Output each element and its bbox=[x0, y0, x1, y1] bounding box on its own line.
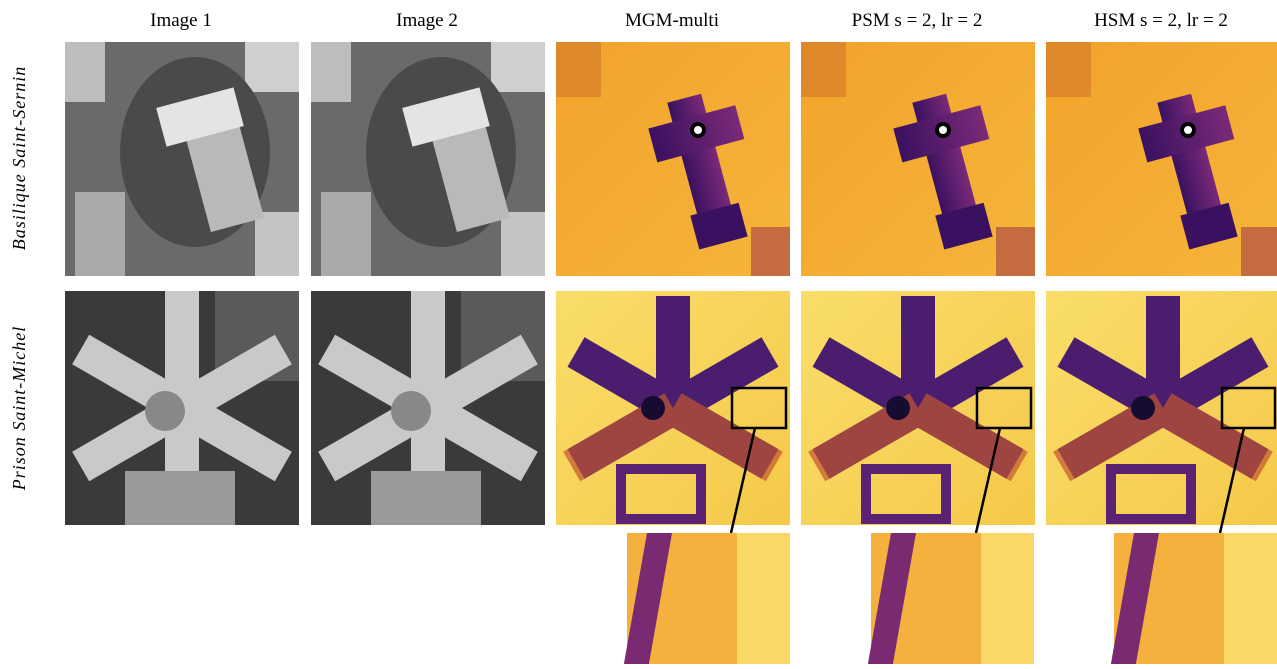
disparity-map bbox=[1046, 42, 1277, 276]
row-2-images bbox=[65, 291, 1277, 525]
zoom-inset bbox=[867, 533, 1034, 664]
zoom-line bbox=[729, 427, 757, 534]
image bbox=[65, 42, 299, 276]
zoom-inset bbox=[1110, 533, 1277, 664]
zoom-box bbox=[730, 386, 788, 430]
zoom-line bbox=[974, 427, 1002, 534]
disparity-map bbox=[801, 291, 1035, 525]
zoom-box bbox=[975, 386, 1033, 430]
column-header: Image 1 bbox=[150, 10, 212, 31]
column-header: MGM-multi bbox=[625, 10, 719, 31]
image bbox=[311, 291, 545, 525]
column-headers: Image 1 Image 2 MGM-multi PSM s = 2, lr … bbox=[150, 10, 1228, 31]
zoom-inset bbox=[623, 533, 790, 664]
disparity-map bbox=[556, 291, 790, 525]
zoom-callouts bbox=[729, 386, 1277, 534]
disparity-map bbox=[1046, 291, 1277, 525]
zoom-line bbox=[1218, 427, 1246, 534]
column-header: PSM s = 2, lr = 2 bbox=[852, 10, 983, 31]
row-1-images bbox=[65, 42, 1277, 276]
row-label: Basilique Saint-Sernin bbox=[9, 66, 29, 250]
column-header: HSM s = 2, lr = 2 bbox=[1094, 10, 1228, 31]
image bbox=[311, 42, 545, 276]
column-header: Image 2 bbox=[396, 10, 458, 31]
row-label: Prison Saint-Michel bbox=[9, 326, 29, 491]
image bbox=[65, 291, 299, 525]
zoom-box bbox=[1220, 386, 1277, 430]
disparity-map bbox=[801, 42, 1035, 276]
disparity-map bbox=[556, 42, 790, 276]
